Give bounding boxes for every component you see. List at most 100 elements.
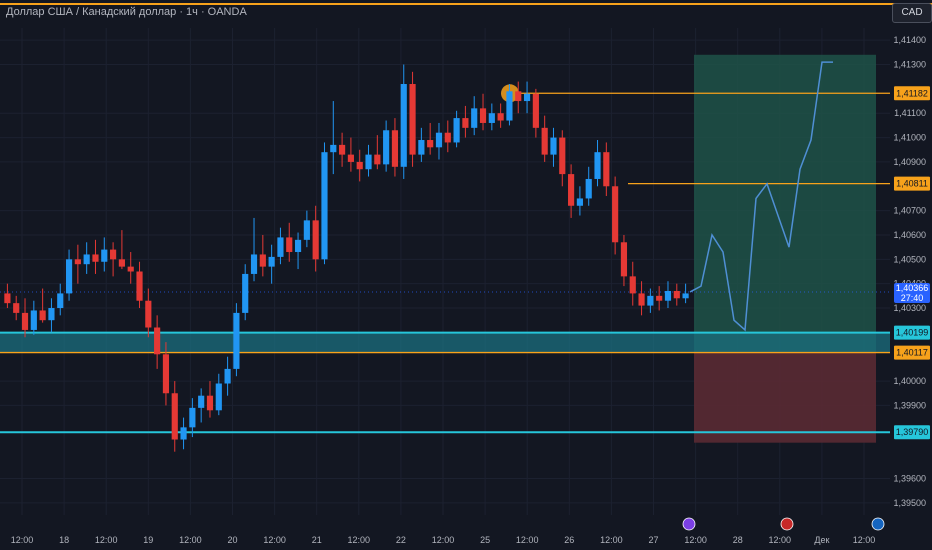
price-tick: 1,39900: [893, 400, 926, 410]
candle-body: [312, 220, 319, 260]
chart-title: Доллар США / Канадский доллар · 1ч · OAN…: [6, 6, 247, 18]
candle-body: [383, 130, 390, 165]
candle-body: [4, 293, 11, 304]
level-badge-label: 1,40811: [896, 179, 928, 189]
candle-body: [471, 108, 478, 128]
candle-body: [523, 93, 531, 102]
level-badge-label: 1,41182: [896, 88, 928, 98]
candle-body: [391, 130, 399, 167]
time-tick: 12:00: [263, 535, 286, 545]
candle-body: [453, 118, 460, 143]
level-badge: [894, 176, 930, 191]
usa-flag-icon[interactable]: [871, 517, 885, 531]
time-tick: 12:00: [179, 535, 202, 545]
candle-body: [497, 113, 504, 121]
countdown-label: 27:40: [901, 293, 924, 303]
price-tick: 1,39600: [893, 473, 926, 483]
current-price-badge: [894, 282, 930, 303]
level-badge: [894, 345, 930, 360]
candle-body: [206, 395, 214, 411]
candle-body: [294, 239, 302, 253]
time-tick: 12:00: [684, 535, 707, 545]
candle-body: [321, 152, 328, 260]
time-tick: 18: [59, 535, 69, 545]
candle-body: [118, 259, 125, 267]
price-tick: 1,41000: [893, 133, 926, 143]
candle-body: [374, 154, 381, 165]
candle-body: [479, 108, 487, 123]
candle-body: [400, 84, 407, 167]
candle-body: [74, 259, 81, 265]
candle-body: [21, 312, 29, 330]
candle-body: [629, 276, 636, 294]
candle-body: [180, 427, 187, 440]
level-badge-label: 1,40199: [896, 328, 929, 338]
candle-body: [233, 312, 240, 369]
time-tick: 12:00: [516, 535, 539, 545]
time-tick: 12:00: [11, 535, 34, 545]
candle-body: [638, 293, 645, 306]
candle-body: [65, 259, 73, 294]
candle-body: [444, 132, 451, 143]
candle-body: [462, 118, 469, 128]
time-tick: 19: [143, 535, 153, 545]
support-band: [0, 332, 890, 353]
candle-body: [488, 113, 495, 123]
price-tick: 1,40500: [893, 254, 926, 264]
candle-body: [409, 84, 416, 155]
time-axis[interactable]: 12:00 18 12:00 19 12:00 20 12:00 21 12:00 22 12:00…: [11, 535, 876, 545]
price-tick: 1,41100: [894, 108, 926, 118]
time-tick: 12:00: [432, 535, 455, 545]
time-tick: 27: [648, 535, 658, 545]
lightning-icon[interactable]: [682, 517, 696, 531]
candle-body: [224, 368, 231, 384]
top-highlight-line: [0, 3, 932, 5]
price-tick: 1,40600: [893, 230, 926, 240]
candles: [4, 64, 689, 452]
candle-body: [171, 393, 178, 440]
candle-body: [506, 91, 513, 121]
price-tick: 1,40900: [893, 157, 926, 167]
candle-body: [347, 154, 354, 162]
candle-body: [532, 93, 539, 128]
price-axis[interactable]: 1,41400 1,41300 1,41100 1,41000 1,40900 1,407…: [893, 35, 930, 508]
candle-body: [92, 254, 99, 262]
candle-body: [559, 137, 566, 175]
candle-body: [101, 249, 108, 262]
canada-flag-icon[interactable]: [780, 517, 794, 531]
candle-body: [594, 152, 601, 179]
time-tick: 25: [480, 535, 490, 545]
candle-body: [515, 91, 522, 102]
candle-body: [259, 254, 266, 267]
price-tick: 1,40300: [893, 303, 926, 313]
event-icons[interactable]: [682, 517, 885, 531]
time-tick: 12:00: [95, 535, 118, 545]
candle-body: [268, 256, 275, 267]
candle-body: [418, 140, 425, 155]
candle-body: [154, 327, 161, 355]
candle-body: [541, 127, 548, 155]
time-tick: 12:00: [348, 535, 371, 545]
candle-body: [339, 144, 346, 155]
candle-body: [48, 308, 55, 321]
projection-line: [689, 61, 833, 332]
candle-body: [215, 383, 222, 411]
candle-body: [576, 198, 583, 206]
current-price-label: 1,40366: [896, 283, 929, 293]
candle-body: [286, 237, 293, 253]
target-zone: [694, 54, 876, 353]
candle-body: [189, 407, 196, 428]
candle-body: [30, 310, 37, 330]
time-tick: 12:00: [769, 535, 792, 545]
candle-body: [127, 266, 134, 272]
stop-zone: [694, 352, 876, 443]
level-lines: [0, 84, 890, 434]
price-tick: 1,41300: [893, 60, 926, 70]
level-badge: [894, 325, 930, 340]
candle-body: [664, 290, 672, 301]
time-tick: 12:00: [853, 535, 876, 545]
candle-body: [145, 300, 152, 328]
candle-body: [568, 174, 575, 206]
candle-body: [277, 237, 284, 257]
